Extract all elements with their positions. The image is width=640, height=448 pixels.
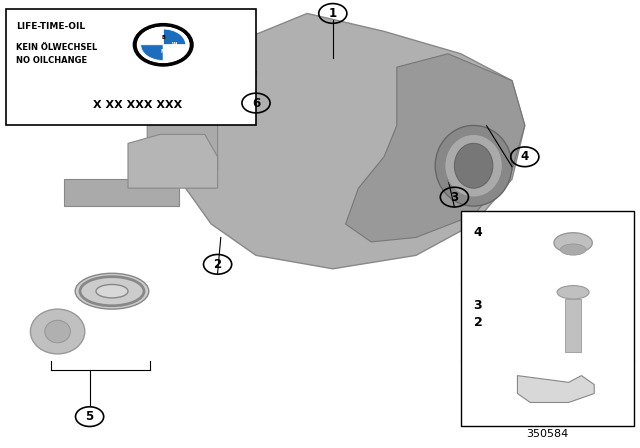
Ellipse shape xyxy=(454,143,493,188)
Text: 3: 3 xyxy=(451,190,458,204)
Ellipse shape xyxy=(445,134,502,197)
Wedge shape xyxy=(141,29,163,45)
Text: 1: 1 xyxy=(329,7,337,20)
Ellipse shape xyxy=(554,233,593,253)
Text: 6: 6 xyxy=(252,96,260,110)
Wedge shape xyxy=(141,45,163,60)
Text: 2: 2 xyxy=(214,258,221,271)
Ellipse shape xyxy=(45,320,70,343)
Ellipse shape xyxy=(557,285,589,299)
Text: X XX XXX XXX: X XX XXX XXX xyxy=(93,100,182,110)
Text: 2: 2 xyxy=(474,316,483,329)
Circle shape xyxy=(140,29,186,61)
Text: W: W xyxy=(172,42,177,47)
PathPatch shape xyxy=(128,134,218,188)
Text: 4: 4 xyxy=(474,225,483,239)
Text: 3: 3 xyxy=(474,299,482,312)
PathPatch shape xyxy=(346,54,525,242)
Ellipse shape xyxy=(435,125,512,206)
Text: B: B xyxy=(161,35,165,40)
FancyBboxPatch shape xyxy=(461,211,634,426)
Text: M: M xyxy=(161,49,166,54)
Wedge shape xyxy=(163,29,186,45)
Text: 350584: 350584 xyxy=(526,429,568,439)
Wedge shape xyxy=(163,45,186,60)
Text: 5: 5 xyxy=(86,410,93,423)
FancyBboxPatch shape xyxy=(6,9,256,125)
Text: 4: 4 xyxy=(521,150,529,164)
PathPatch shape xyxy=(518,375,595,402)
Text: LIFE-TIME-OIL: LIFE-TIME-OIL xyxy=(16,22,85,31)
Ellipse shape xyxy=(561,244,586,255)
PathPatch shape xyxy=(179,13,525,269)
FancyBboxPatch shape xyxy=(566,299,581,353)
Text: KEIN ÖLWECHSEL: KEIN ÖLWECHSEL xyxy=(16,43,97,52)
PathPatch shape xyxy=(147,116,218,170)
Ellipse shape xyxy=(76,273,149,309)
Circle shape xyxy=(137,26,189,63)
PathPatch shape xyxy=(64,179,179,206)
Ellipse shape xyxy=(96,284,128,298)
Circle shape xyxy=(134,25,192,65)
Ellipse shape xyxy=(30,309,85,354)
Text: NO OILCHANGE: NO OILCHANGE xyxy=(16,56,87,65)
